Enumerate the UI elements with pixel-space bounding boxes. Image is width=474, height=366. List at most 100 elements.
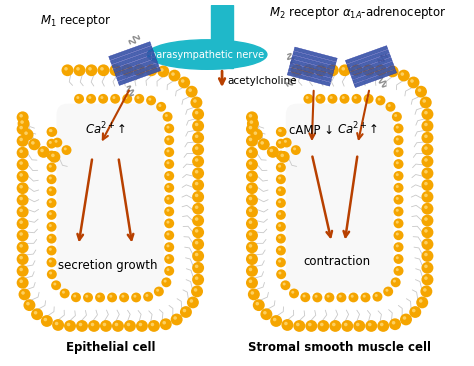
Circle shape: [146, 64, 157, 76]
Circle shape: [365, 320, 377, 332]
Circle shape: [194, 288, 197, 292]
Circle shape: [85, 295, 88, 298]
Circle shape: [320, 323, 324, 326]
Polygon shape: [288, 67, 332, 82]
Circle shape: [424, 182, 428, 185]
Circle shape: [76, 67, 80, 71]
Circle shape: [195, 241, 199, 244]
Circle shape: [195, 229, 199, 233]
Circle shape: [281, 154, 284, 157]
Circle shape: [64, 320, 76, 332]
Circle shape: [76, 96, 79, 99]
Circle shape: [49, 200, 52, 203]
Circle shape: [146, 96, 156, 105]
Circle shape: [249, 185, 252, 188]
Circle shape: [255, 302, 259, 306]
Circle shape: [396, 126, 399, 129]
Circle shape: [166, 161, 169, 164]
Circle shape: [303, 64, 315, 76]
Circle shape: [339, 94, 349, 104]
Circle shape: [315, 295, 318, 298]
Circle shape: [303, 94, 313, 104]
Circle shape: [401, 72, 404, 76]
Circle shape: [352, 94, 362, 104]
Circle shape: [52, 319, 64, 331]
Circle shape: [195, 217, 199, 221]
Circle shape: [373, 292, 383, 302]
Circle shape: [396, 268, 399, 271]
Circle shape: [251, 129, 263, 141]
Circle shape: [17, 111, 28, 123]
Circle shape: [249, 197, 252, 200]
Circle shape: [424, 265, 428, 268]
Circle shape: [164, 254, 174, 264]
Circle shape: [34, 311, 37, 314]
Circle shape: [327, 295, 329, 298]
Circle shape: [387, 66, 399, 77]
Circle shape: [421, 238, 433, 250]
Polygon shape: [112, 50, 155, 68]
Circle shape: [166, 173, 169, 176]
Circle shape: [246, 265, 258, 277]
Circle shape: [148, 320, 160, 332]
Circle shape: [393, 242, 403, 252]
Circle shape: [131, 292, 141, 302]
Circle shape: [393, 171, 403, 181]
Circle shape: [249, 114, 252, 117]
Circle shape: [419, 299, 422, 303]
Circle shape: [192, 108, 204, 120]
Circle shape: [354, 96, 357, 99]
Circle shape: [315, 94, 326, 104]
Polygon shape: [292, 55, 335, 70]
Circle shape: [192, 156, 204, 167]
Text: $Ca^{2+}$↑: $Ca^{2+}$↑: [85, 120, 126, 137]
Circle shape: [284, 140, 287, 143]
Circle shape: [60, 288, 70, 298]
Circle shape: [148, 67, 152, 71]
Circle shape: [330, 96, 333, 99]
Text: contraction: contraction: [303, 255, 370, 268]
Text: cAMP ↓: cAMP ↓: [289, 124, 334, 137]
Circle shape: [195, 158, 199, 162]
Circle shape: [258, 138, 270, 150]
Circle shape: [54, 283, 56, 285]
Circle shape: [125, 96, 128, 99]
Circle shape: [46, 258, 56, 267]
Circle shape: [98, 64, 109, 76]
Circle shape: [40, 149, 44, 152]
Circle shape: [192, 227, 204, 238]
Circle shape: [49, 212, 52, 215]
Circle shape: [192, 167, 204, 179]
Circle shape: [46, 127, 56, 137]
Circle shape: [351, 64, 363, 76]
Circle shape: [276, 222, 286, 232]
Circle shape: [423, 288, 427, 292]
Circle shape: [109, 64, 121, 76]
Circle shape: [249, 161, 252, 165]
Circle shape: [249, 280, 252, 283]
Circle shape: [366, 96, 369, 99]
Circle shape: [160, 318, 172, 330]
Circle shape: [278, 248, 281, 251]
Ellipse shape: [147, 40, 267, 69]
Circle shape: [282, 138, 292, 147]
Circle shape: [191, 97, 202, 108]
Circle shape: [17, 158, 28, 171]
Circle shape: [421, 132, 433, 144]
Circle shape: [279, 129, 282, 132]
Circle shape: [276, 127, 286, 137]
Circle shape: [156, 289, 159, 292]
Circle shape: [17, 123, 28, 135]
Circle shape: [424, 194, 428, 197]
Circle shape: [410, 79, 414, 83]
Circle shape: [158, 104, 162, 107]
Circle shape: [420, 285, 432, 297]
Circle shape: [363, 295, 366, 298]
Circle shape: [161, 277, 171, 287]
Circle shape: [421, 274, 433, 285]
Circle shape: [121, 64, 133, 76]
Circle shape: [276, 234, 286, 243]
Circle shape: [400, 314, 412, 325]
Circle shape: [393, 219, 403, 228]
Circle shape: [396, 161, 399, 164]
